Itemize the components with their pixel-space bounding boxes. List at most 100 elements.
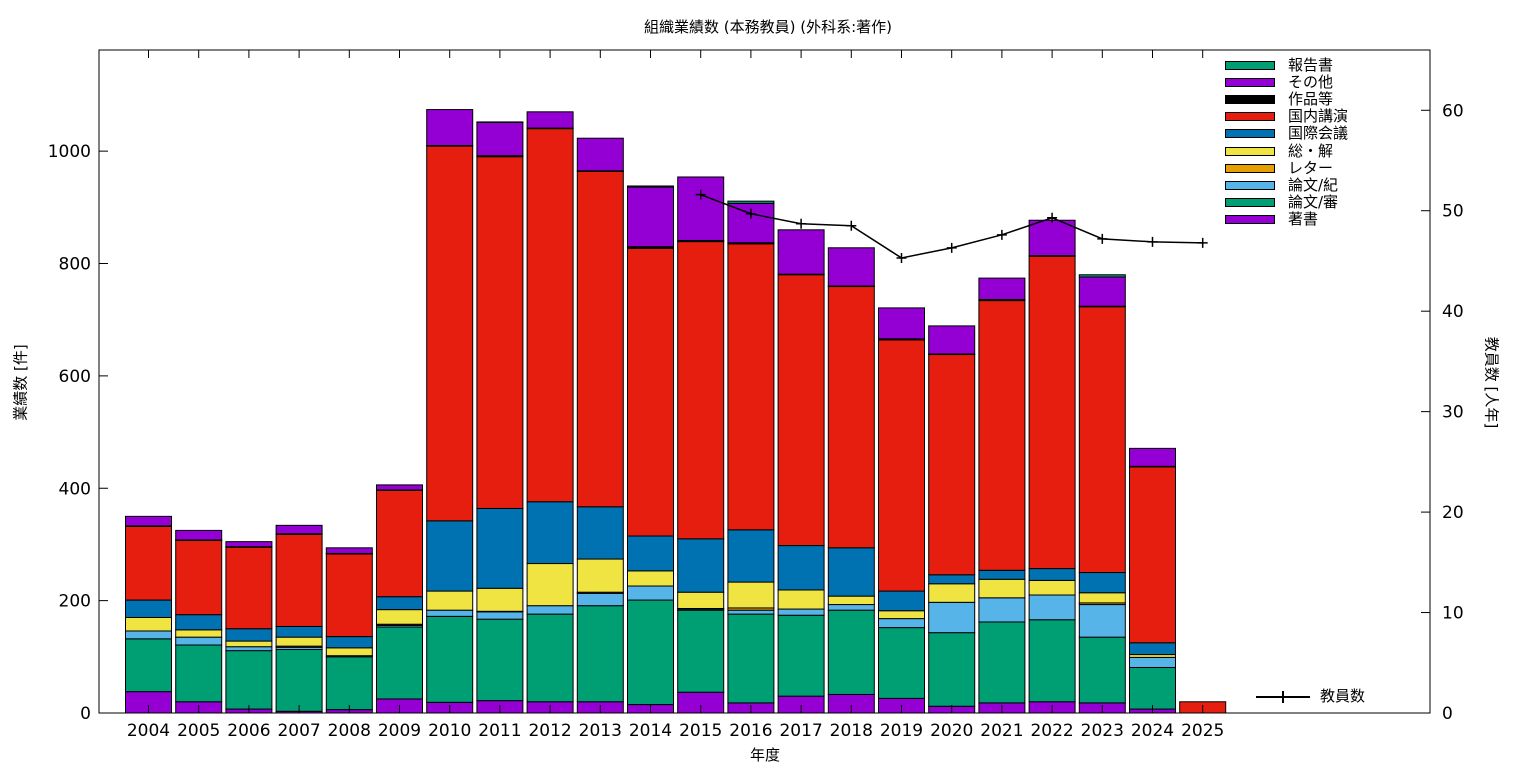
line-legend: 教員数 [1256,688,1365,705]
x-tick-label: 2025 [1181,721,1224,741]
x-tick-label: 2017 [779,721,822,741]
bar-segment [1129,666,1176,710]
legend-label: 論文/審 [1288,192,1339,211]
x-tick-label: 2020 [930,721,973,741]
legend-swatch [1225,78,1275,88]
bar-segment [1028,619,1076,703]
y2-tick-label: 30 [1442,403,1464,423]
bar-segment [576,506,624,560]
bar-segment [1129,466,1176,644]
legend-item: その他 [1225,74,1348,91]
bar-segment [1028,219,1076,257]
bar-segment [325,636,373,649]
bar-segment [978,300,1026,571]
bar-segment [1028,594,1076,621]
bar-segment [1028,568,1076,581]
bar-segment [476,121,524,123]
bar-segment [125,515,172,527]
bar-segment [426,590,474,611]
bar-segment [878,590,925,612]
bar-segment [1078,636,1126,704]
bar-segment [928,632,976,707]
bar-segment [576,592,624,607]
legend-item: 総・解 [1225,142,1348,159]
bar-segment [777,608,825,616]
bar-segment [928,583,976,603]
bar-segment [677,538,725,593]
legend-item: レター [1225,159,1348,177]
bar-segment [275,533,323,627]
legend-label: 国内講演 [1288,107,1349,126]
x-tick-label: 2009 [378,721,421,741]
legend-item: 論文/審 [1225,192,1348,211]
bar-segment [777,545,825,591]
bar-segment [325,656,373,711]
bar-segment [426,615,474,703]
bar-segment [175,529,223,541]
y2-tick-label: 60 [1442,101,1464,121]
bar-segment [928,325,976,355]
x-tick-label: 2011 [478,721,521,741]
bar-segment [928,601,976,634]
bar-segment [125,599,172,618]
bar-segment [1078,572,1126,594]
legend-label: 国際会議 [1288,124,1349,143]
bar-segment [225,541,273,548]
legend-item: 国際会議 [1225,125,1348,142]
legend-item: 国内講演 [1225,108,1348,125]
bar-segment [426,609,474,617]
x-tick-label: 2005 [177,721,220,741]
line-series-point [946,242,957,253]
y-tick-label: 1000 [48,142,91,162]
bar-segment [376,490,423,598]
x-tick-label: 2023 [1081,721,1124,741]
y-tick-label: 0 [80,704,91,724]
bar-segment [978,569,1026,580]
line-series-point [1147,236,1158,247]
bar-segment [275,625,323,638]
bar-segment [978,621,1026,704]
legend-swatch [1225,61,1275,71]
plot-frame [98,49,1431,714]
x-tick-label: 2006 [227,721,270,741]
line-series-point [796,218,807,229]
legend-label: 報告書 [1288,56,1334,75]
bar-segment [225,628,273,642]
bar-segment [275,636,323,647]
bar-segment [175,629,223,638]
legend-swatch [1225,112,1275,122]
x-tick-label: 2021 [980,721,1023,741]
bar-segment [727,613,775,704]
bar-segment [1129,642,1176,656]
bar-segment [175,636,223,646]
legend-swatch [1225,180,1275,190]
x-axis-label: 年度 [749,746,780,764]
bar-segment [827,595,875,606]
legend-swatch [1225,95,1275,105]
bar-segment [526,111,574,129]
bar-segment [727,200,775,204]
bar-segment [1129,656,1176,668]
bar-segment [376,484,423,491]
bar-segment [175,644,223,703]
x-tick-label: 2016 [729,721,772,741]
bar-segment [476,507,524,589]
bar-segment [627,247,674,537]
legend-label: 論文/紀 [1288,175,1339,194]
x-tick-label: 2010 [428,721,471,741]
bar-segment [777,274,825,547]
bar-segment [225,650,273,710]
bar-segment [727,529,775,583]
bar-segment [727,581,775,609]
line-legend-label: 教員数 [1320,687,1366,705]
bar-segment [677,591,725,609]
bar-segment [928,354,976,576]
bar-segment [426,520,474,592]
x-tick-label: 2013 [579,721,622,741]
bar-segment [978,277,1026,300]
line-series-point [1097,233,1108,244]
bar-segment [878,618,925,629]
y2-tick-label: 50 [1442,202,1464,222]
bar-segment [576,558,624,593]
